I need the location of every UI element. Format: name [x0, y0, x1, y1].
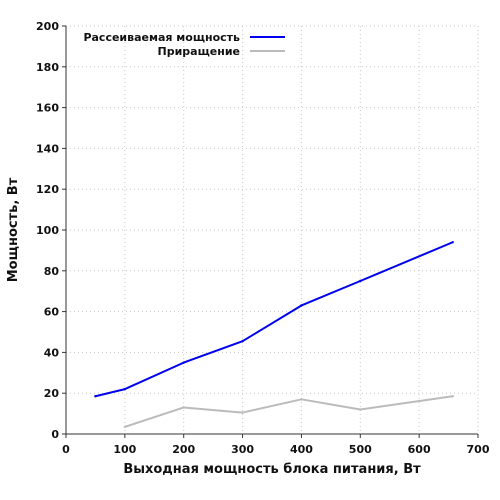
- series-line-0: [95, 241, 454, 398]
- x-tick-label: 700: [467, 443, 490, 456]
- y-tick-label: 160: [36, 102, 59, 115]
- x-tick-label: 0: [62, 443, 70, 456]
- y-tick-label: 40: [44, 346, 60, 359]
- x-tick-label: 100: [113, 443, 136, 456]
- y-tick-label: 80: [44, 265, 60, 278]
- x-tick-label: 300: [231, 443, 254, 456]
- x-tick-label: 600: [408, 443, 431, 456]
- y-tick-label: 140: [36, 142, 59, 155]
- x-tick-label: 200: [172, 443, 195, 456]
- series-layer: [94, 241, 454, 429]
- data-point-1: [359, 408, 362, 411]
- data-point-1: [300, 398, 303, 401]
- y-tick-label: 100: [36, 224, 59, 237]
- x-axis-title: Выходная мощность блока питания, Вт: [123, 462, 421, 477]
- data-point-0: [123, 387, 127, 391]
- data-point-0: [451, 241, 454, 244]
- y-tick-label: 20: [44, 387, 60, 400]
- data-point-1: [451, 395, 454, 398]
- x-tick-label: 500: [349, 443, 372, 456]
- data-point-0: [241, 339, 244, 343]
- grid-layer: [66, 25, 479, 434]
- data-point-0: [300, 304, 303, 307]
- series-line-1: [124, 395, 453, 428]
- y-tick-label: 120: [36, 183, 59, 196]
- x-tick-label: 400: [290, 443, 313, 456]
- data-point-1: [182, 406, 185, 409]
- y-tick-label: 200: [36, 20, 59, 33]
- y-tick-label: 60: [44, 306, 60, 319]
- data-point-0: [182, 361, 185, 364]
- data-point-1: [241, 411, 244, 414]
- data-point-1: [123, 425, 127, 429]
- legend-label: Рассеиваемая мощность: [83, 31, 240, 44]
- y-tick-label: 0: [51, 428, 59, 441]
- y-axis-title: Мощность, Вт: [6, 177, 21, 282]
- axes-layer: 0 20 40 60 80 100 120 140 160 180 200 0 100 200 300 400…: [36, 20, 490, 456]
- legend-label: Приращение: [158, 45, 240, 58]
- y-tick-label: 180: [36, 61, 59, 74]
- data-point-0: [94, 395, 97, 398]
- data-point-0: [359, 279, 362, 283]
